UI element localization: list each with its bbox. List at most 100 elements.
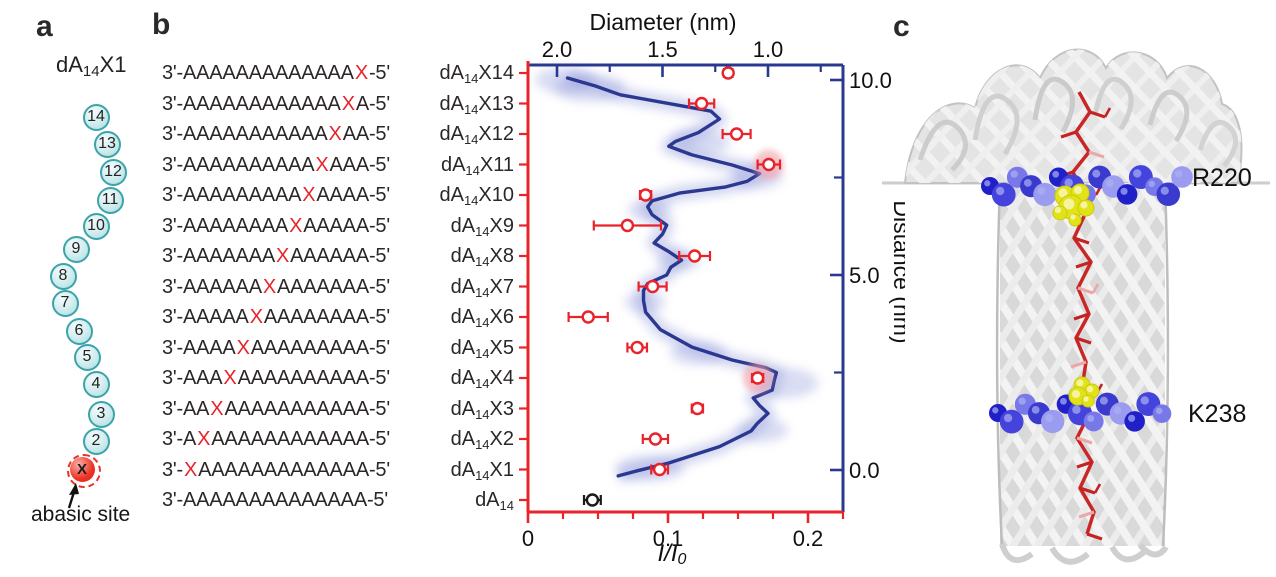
sequence-name-post: X4	[489, 367, 514, 389]
sequence-pre: 3'-AAAAAAAAAAAAA	[162, 62, 354, 84]
sequence-name-post: X10	[478, 184, 514, 206]
right-axis-title: Distance (nm)	[889, 200, 905, 343]
abasic-arrow-shaft	[67, 491, 76, 509]
dna-base	[1075, 260, 1092, 269]
sequence-pre: 3'-AAAAAA	[162, 275, 262, 298]
bead-6: 6	[65, 317, 93, 345]
bead-number: 11	[101, 191, 119, 208]
bead-4: 4	[82, 370, 110, 398]
sequence-name-post: X13	[478, 92, 514, 115]
R220-sphere	[1033, 182, 1057, 207]
bottom-loop	[1109, 545, 1146, 563]
sequence-name: dA14X2	[451, 425, 514, 459]
panel-c-label: c	[893, 10, 910, 43]
dna-base	[1060, 130, 1077, 139]
hatch-line	[1107, 49, 1242, 184]
sequence-name-pre: dA	[450, 336, 476, 359]
abasic-top-highlight	[1073, 185, 1083, 195]
sequence-row: 3'-AAAAAAAXAAAAAA-5' dA14X8	[162, 242, 514, 270]
R220-sphere-highlight	[1148, 180, 1156, 188]
sequence-text: 3'-AAAAAAAAXAAAAA-5'	[162, 212, 390, 240]
dna-base	[1076, 460, 1093, 469]
abasic-x-letter: X	[197, 428, 211, 450]
sequence-name-pre: dA	[439, 123, 464, 145]
sequence-post: A-5'	[355, 92, 390, 115]
sequence-name: dA14X7	[451, 273, 514, 307]
sequence-row: 3'-AAAAAAAAAXAAAA-5' dA14X10	[162, 181, 514, 209]
sequence-name: dA14X9	[451, 212, 514, 246]
bead-10: 10	[82, 212, 110, 240]
hatch-line	[1000, 480, 1042, 546]
R220-sphere-highlight	[1120, 187, 1128, 195]
bottom-axis-title: I/I0	[658, 540, 687, 568]
sequence-name-post: X9	[489, 214, 514, 237]
sequence-pre: 3'-	[162, 458, 184, 481]
sequence-post: AAAAAAAAAA-5'	[237, 367, 391, 389]
R220-sphere-highlight	[1052, 170, 1060, 178]
hatch-line	[1196, 170, 1276, 560]
sequence-name-post: X8	[489, 245, 514, 267]
sequence-post: AAAAAAAAA-5'	[250, 336, 390, 359]
sequence-post: AAAAAA-5'	[290, 245, 390, 267]
top-axis-tick-label: 2.0	[542, 37, 573, 62]
K238-sphere-highlight	[1031, 405, 1040, 414]
K238-sphere-highlight	[1072, 405, 1081, 414]
sequence-name-pre: dA	[450, 245, 476, 267]
bead-number: 14	[87, 108, 105, 125]
sequence-name-sub: 14	[475, 376, 490, 391]
hatch-line	[1111, 183, 1165, 267]
bead-number: 13	[98, 135, 116, 152]
sequence-text: 3'-AAAAAAAAAAAXAA-5'	[162, 120, 390, 148]
panel-a-title-sub: 14	[82, 63, 100, 80]
residue-ring-K238	[989, 392, 1172, 434]
plot-main-layer: 2.0 1.5 1.0 10.0 5.0 0.0 0 0.1 0.2	[519, 37, 892, 551]
abasic-bead-letter: X	[76, 460, 87, 478]
bottom-axis-title-main: I/I	[658, 540, 678, 567]
data-point-dA14X11	[762, 157, 776, 172]
K238-sphere-highlight	[1099, 396, 1108, 405]
hatch-line	[1000, 368, 1114, 546]
hatch-line	[1172, 170, 1276, 560]
abasic-bead: X	[69, 456, 95, 482]
cap-loop	[972, 93, 1020, 156]
sequence-pre: 3'-AA	[162, 397, 210, 420]
hatch-line	[1252, 170, 1276, 560]
sequence-name-pre: dA	[450, 397, 476, 420]
hatch-line	[880, 170, 990, 560]
abasic-x-letter: X	[249, 306, 263, 328]
sequence-row: 3'-XAAAAAAAAAAAAA-5' dA14X1	[162, 456, 514, 484]
hatch-line	[880, 170, 894, 560]
sequence-text: 3'-AXAAAAAAAAAAAA-5'	[162, 425, 390, 453]
abasic-x-letter: X	[223, 367, 237, 389]
hatch-line	[1000, 183, 1154, 423]
sequence-text: 3'-AAAAAAAAAAAAAX-5'	[162, 59, 390, 87]
abasic-site-top	[1052, 183, 1095, 227]
bead-2: 2	[82, 427, 110, 455]
bottom-axis-tick-label: 0	[522, 526, 534, 551]
sequence-name-pre: dA	[439, 62, 464, 84]
R220-sphere-highlight	[1064, 178, 1073, 187]
curve-glow-stroke	[565, 70, 784, 484]
hatch-line	[1204, 170, 1276, 560]
hatch-line	[1000, 443, 1066, 546]
hatch-line	[1000, 218, 1165, 491]
hatch-line	[1080, 414, 1165, 546]
dna-bead-chain: 14 13 12 11 10 9 8 7 6 5 4 3 2 X	[0, 0, 160, 577]
K238-sphere-highlight	[992, 407, 999, 414]
panel-b-label: b	[152, 8, 171, 41]
hatch-line	[1000, 183, 1082, 311]
sequence-name: dA14X8	[451, 242, 514, 276]
sequence-post: AAAAAAA-5'	[276, 275, 390, 298]
data-point-dA14X7	[645, 279, 660, 294]
sequence-post: AA-5'	[342, 123, 390, 145]
abasic-x-letter: X	[236, 336, 250, 359]
K238-sphere	[1124, 411, 1145, 432]
hatch-line	[1000, 183, 1130, 386]
sequence-name-pre: dA	[440, 153, 466, 176]
bottom-axis-title-sub: 0	[678, 551, 687, 568]
sequence-name-pre: dA	[475, 489, 500, 511]
cap-loop	[1147, 89, 1190, 143]
hatch-line	[905, 49, 1033, 184]
sequence-pre: 3'-AAA	[162, 367, 223, 389]
